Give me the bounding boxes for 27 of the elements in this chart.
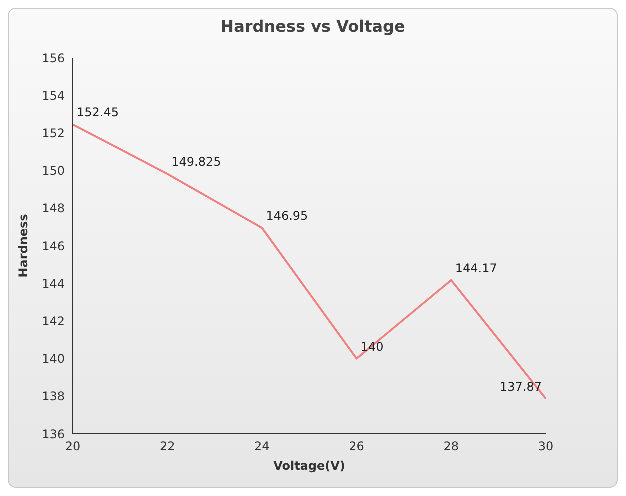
x-tick-label: 20 xyxy=(65,440,81,454)
data-label: 144.17 xyxy=(455,261,498,276)
x-tick-label: 28 xyxy=(444,440,460,454)
y-axis-title: Hardness xyxy=(16,214,30,278)
y-tick-label: 136 xyxy=(42,427,65,442)
y-tick-label: 148 xyxy=(42,202,65,216)
data-label: 152.45 xyxy=(77,106,119,120)
x-tick-label: 24 xyxy=(254,440,270,454)
chart-title: Hardness vs Voltage xyxy=(220,17,406,36)
x-tick-label: 30 xyxy=(538,440,554,454)
y-tick-label: 156 xyxy=(42,51,65,66)
y-tick-label: 154 xyxy=(42,88,65,103)
y-tick-label: 144 xyxy=(42,276,65,291)
line-series xyxy=(73,124,546,400)
y-tick-label: 138 xyxy=(42,390,65,404)
y-tick-label: 142 xyxy=(42,314,65,328)
y-tick-label: 146 xyxy=(42,239,65,254)
x-tick-label: 22 xyxy=(160,440,176,454)
x-tick-label: 26 xyxy=(349,440,364,454)
data-label: 149.825 xyxy=(172,155,222,170)
y-tick-label: 150 xyxy=(42,164,65,178)
data-label: 137.87 xyxy=(500,380,542,394)
data-label: 140 xyxy=(360,340,384,354)
x-axis-title: Voltage(V) xyxy=(274,459,346,473)
data-label: 146.95 xyxy=(266,209,308,224)
y-tick-label: 152 xyxy=(42,126,65,140)
y-tick-label: 140 xyxy=(42,352,65,366)
